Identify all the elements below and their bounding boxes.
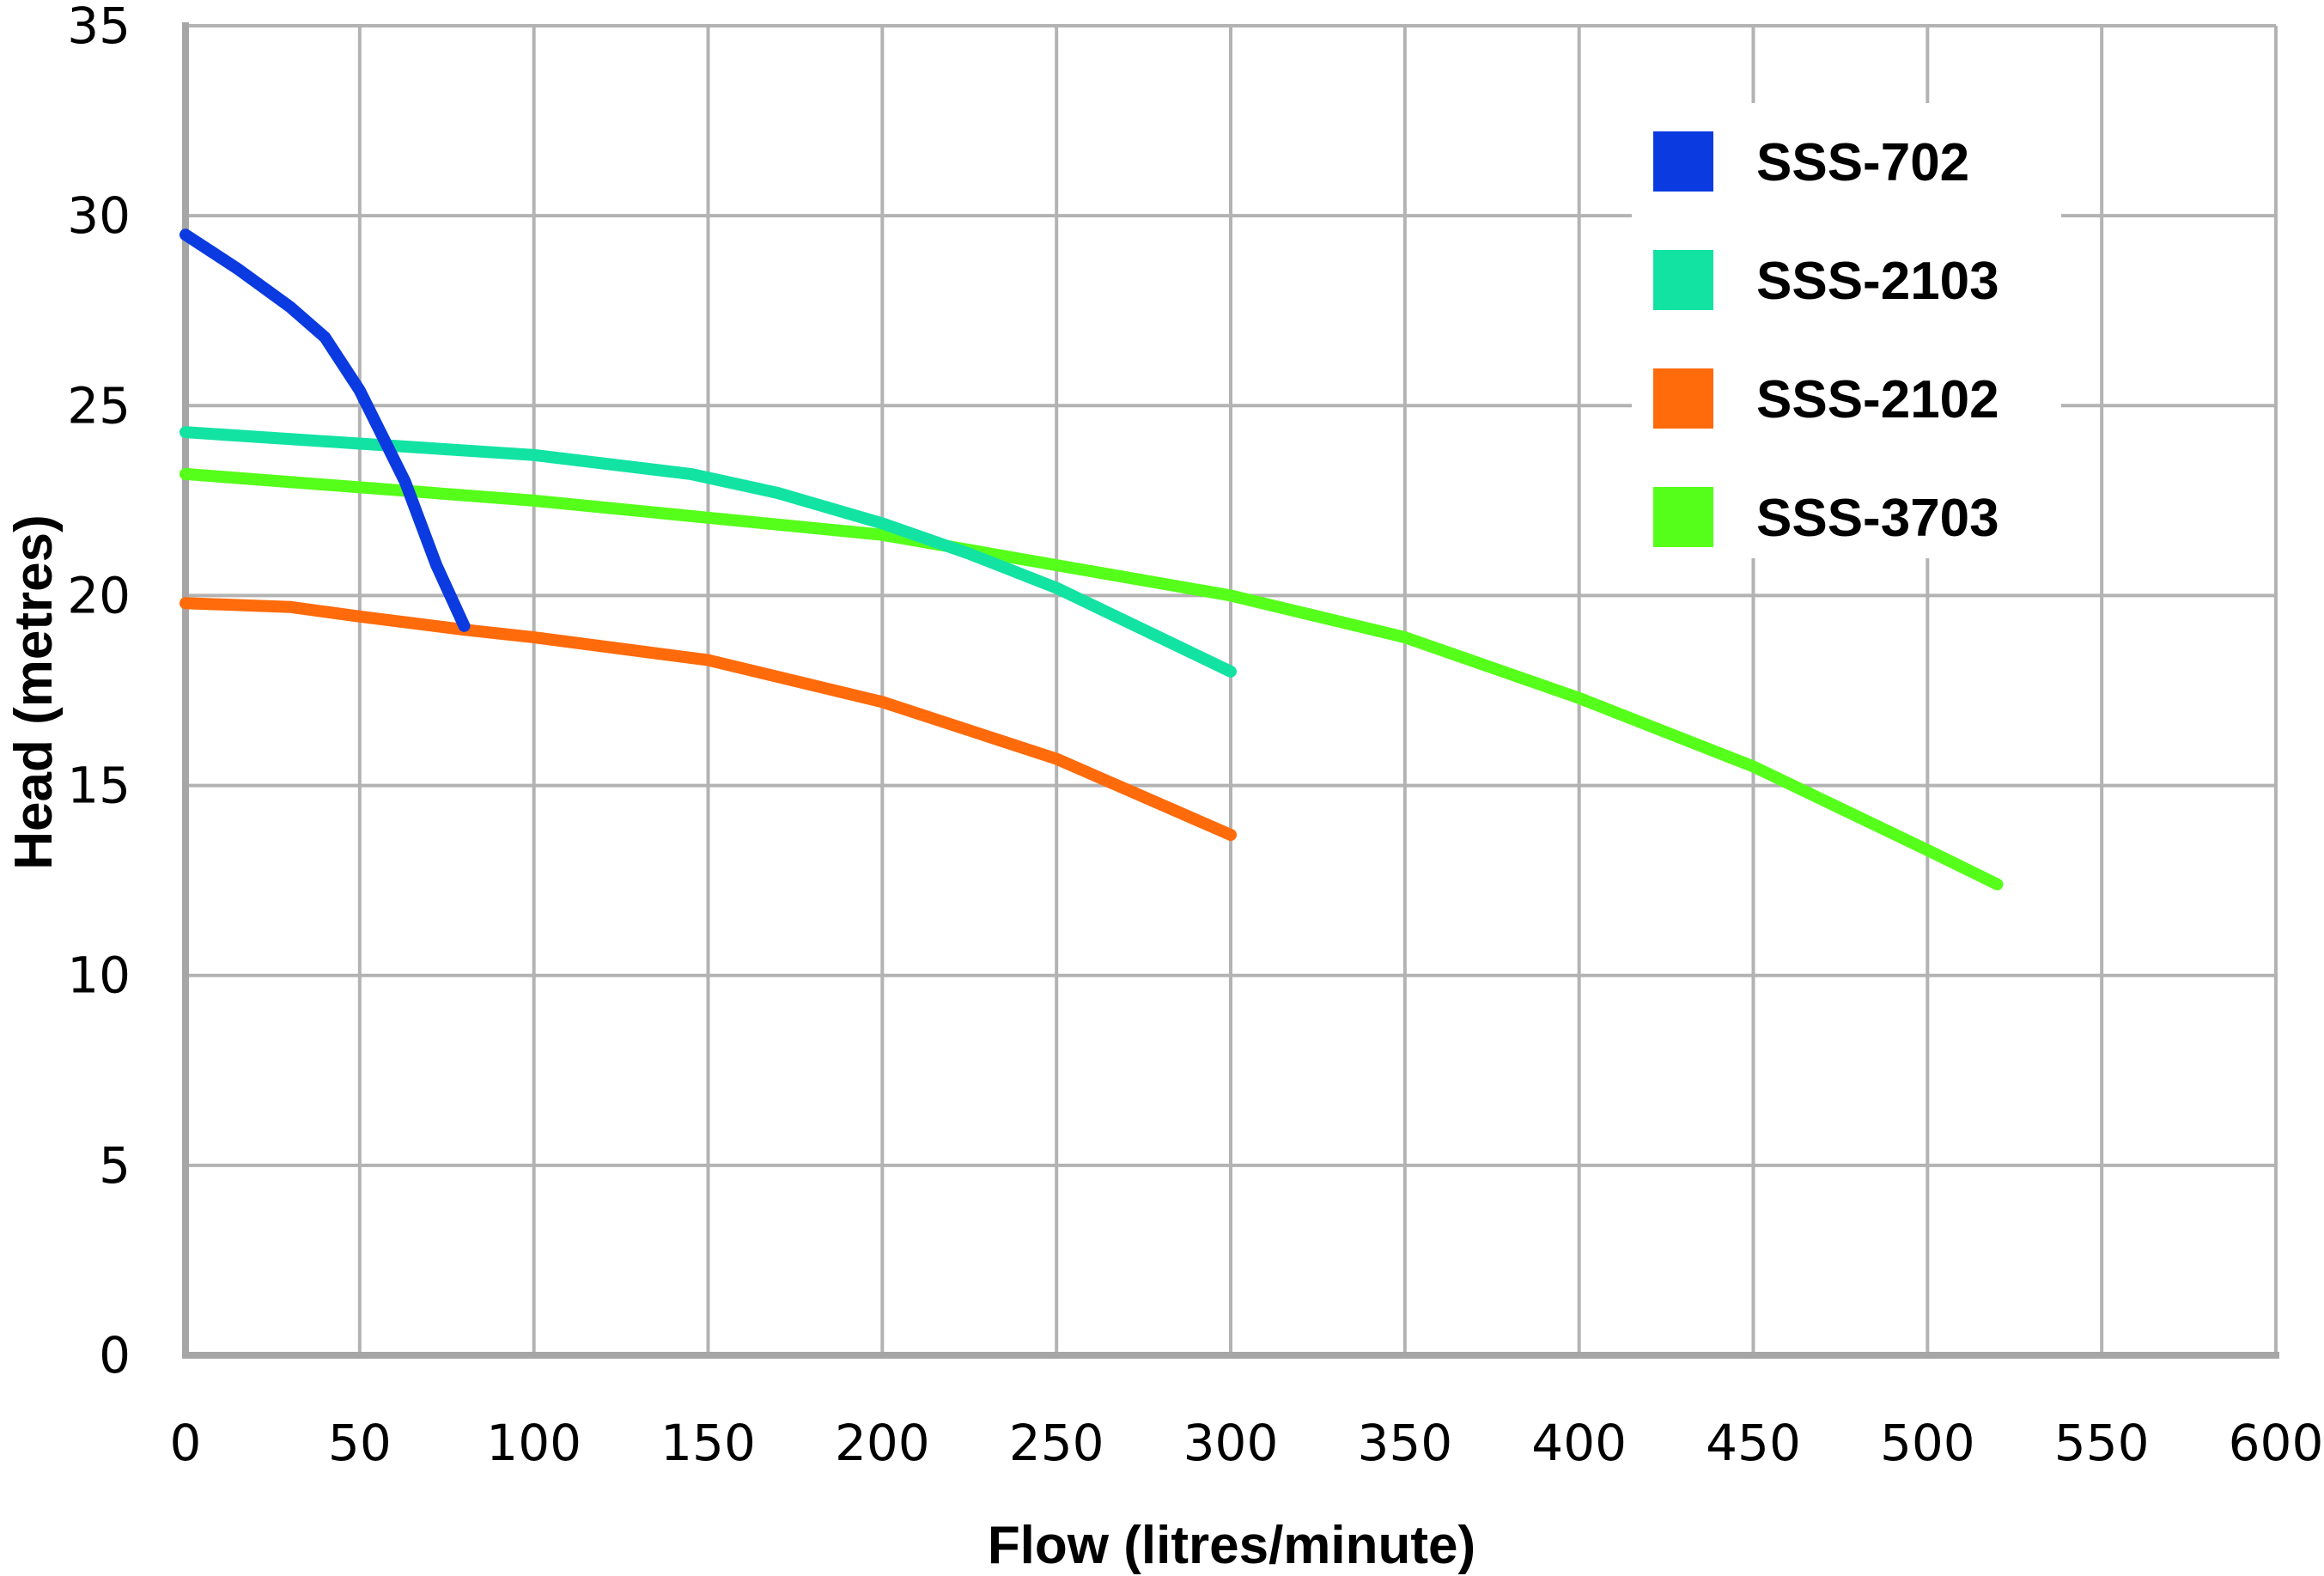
legend-label: SSS-3703 <box>1756 489 1999 548</box>
x-tick-label: 50 <box>328 1414 392 1472</box>
y-tick-label: 20 <box>67 566 131 624</box>
legend-label: SSS-702 <box>1756 133 1969 192</box>
y-tick-label: 30 <box>67 186 131 245</box>
legend-swatch <box>1653 131 1713 192</box>
y-tick-label: 35 <box>67 0 131 55</box>
y-axis-title: Head (metres) <box>4 514 64 869</box>
x-tick-label: 200 <box>835 1414 930 1472</box>
y-tick-label: 5 <box>99 1136 131 1195</box>
y-tick-label: 10 <box>67 946 131 1005</box>
x-tick-label: 300 <box>1183 1414 1279 1472</box>
x-tick-label: 500 <box>1880 1414 1975 1472</box>
axes <box>182 22 2279 1359</box>
x-tick-label: 100 <box>486 1414 581 1472</box>
legend-swatch <box>1653 250 1713 310</box>
x-axis-title: Flow (litres/minute) <box>988 1516 1475 1575</box>
x-tick-label: 250 <box>1009 1414 1104 1472</box>
x-tick-label: 550 <box>2054 1414 2150 1472</box>
x-tick-label: 450 <box>1706 1414 1801 1472</box>
grid <box>186 24 2278 1355</box>
x-tick-label: 400 <box>1531 1414 1627 1472</box>
series-line-sss-702 <box>179 228 471 632</box>
series-line-sss-2103 <box>179 426 1237 678</box>
legend-label: SSS-2102 <box>1756 370 1999 429</box>
x-tick-label: 0 <box>170 1414 202 1472</box>
x-tick-label: 150 <box>660 1414 756 1472</box>
legend-swatch <box>1653 368 1713 429</box>
y-tick-label: 15 <box>67 757 131 815</box>
y-tick-label: 25 <box>67 376 131 435</box>
tick-labels: 0 50 100 150 200 250 300 350 400 450 500 550 600 0 5 10… <box>67 0 2323 1472</box>
series-line-sss-2102 <box>179 597 1237 842</box>
series-line-sss-3703 <box>179 467 2004 891</box>
series-lines <box>179 228 2004 891</box>
legend-swatch <box>1653 487 1713 547</box>
x-tick-label: 600 <box>2229 1414 2324 1472</box>
legend-label: SSS-2103 <box>1756 252 1999 311</box>
legend: SSS-702 SSS-2103 SSS-2102 SSS-3703 <box>1632 103 2061 558</box>
y-tick-label: 0 <box>99 1326 131 1384</box>
x-tick-label: 350 <box>1357 1414 1452 1472</box>
